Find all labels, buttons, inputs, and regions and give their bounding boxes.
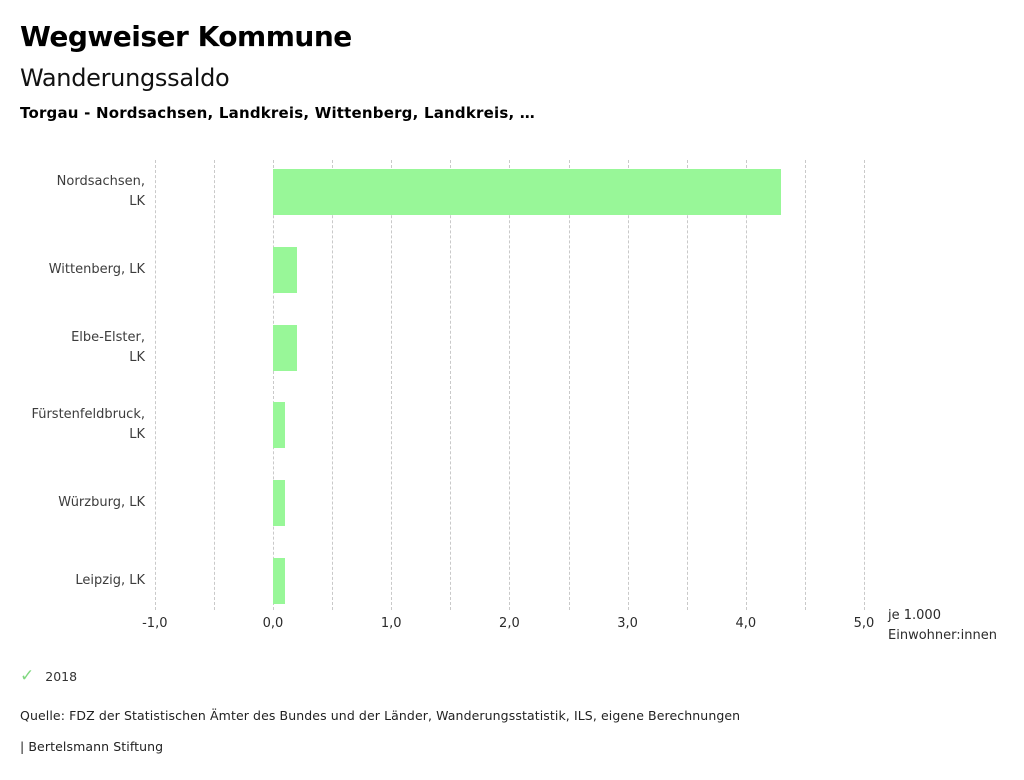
category-label: Fürstenfeldbruck, LK bbox=[31, 407, 145, 443]
x-tick-label: 0,0 bbox=[262, 616, 284, 631]
category-label: Elbe-Elster, LK bbox=[71, 329, 145, 365]
page-title: Wegweiser Kommune bbox=[20, 20, 352, 53]
bar-chart: Nordsachsen, LK Wittenberg, LK Elbe-Elster… bbox=[0, 160, 1024, 660]
source-text: Quelle: FDZ der Statistischen Ämter des … bbox=[20, 708, 741, 723]
gridline bbox=[450, 160, 452, 610]
legend-year-label: 2018 bbox=[45, 668, 78, 684]
category-label: Wittenberg, LK bbox=[48, 261, 145, 277]
bar[interactable] bbox=[273, 324, 297, 371]
x-tick-label: 1,0 bbox=[380, 616, 402, 631]
category-label: Leipzig, LK bbox=[75, 573, 145, 588]
category-label: Würzburg, LK bbox=[58, 495, 145, 511]
gridline bbox=[804, 160, 806, 610]
gridline bbox=[745, 160, 747, 610]
check-icon: ✓ bbox=[20, 666, 35, 686]
gridline bbox=[213, 160, 215, 610]
legend-item-2018[interactable]: ✓ 2018 bbox=[20, 666, 77, 686]
x-tick-label: -1,0 bbox=[142, 616, 168, 631]
gridline bbox=[154, 160, 156, 610]
bar[interactable] bbox=[273, 558, 285, 604]
gridline bbox=[864, 160, 865, 610]
gridline bbox=[391, 160, 393, 610]
bar[interactable] bbox=[273, 246, 297, 293]
x-tick-label: 4,0 bbox=[735, 616, 757, 631]
category-label: Nordsachsen, LK bbox=[56, 174, 145, 209]
gridline bbox=[273, 160, 274, 610]
gridline bbox=[627, 160, 629, 610]
x-tick-label: 2,0 bbox=[499, 616, 520, 631]
x-tick-label: 3,0 bbox=[617, 616, 638, 631]
selected-regions-line: Torgau - Nordsachsen, Landkreis, Wittenb… bbox=[20, 104, 535, 122]
x-tick-label: 5,0 bbox=[853, 616, 875, 631]
chart-title: Wanderungssaldo bbox=[20, 64, 230, 92]
gridline bbox=[686, 160, 688, 610]
gridline bbox=[509, 160, 511, 610]
bar[interactable] bbox=[273, 480, 285, 527]
category-labels: Nordsachsen, LK Wittenberg, LK Elbe-Elster… bbox=[0, 160, 145, 610]
footer-brand-text: | Bertelsmann Stiftung bbox=[20, 739, 164, 754]
plot-area bbox=[150, 160, 870, 610]
bar[interactable] bbox=[273, 169, 782, 215]
bar[interactable] bbox=[273, 402, 285, 449]
gridline bbox=[568, 160, 570, 610]
x-axis-unit-label: je 1.000 Einwohner:innen bbox=[888, 608, 997, 643]
gridline bbox=[332, 160, 334, 610]
